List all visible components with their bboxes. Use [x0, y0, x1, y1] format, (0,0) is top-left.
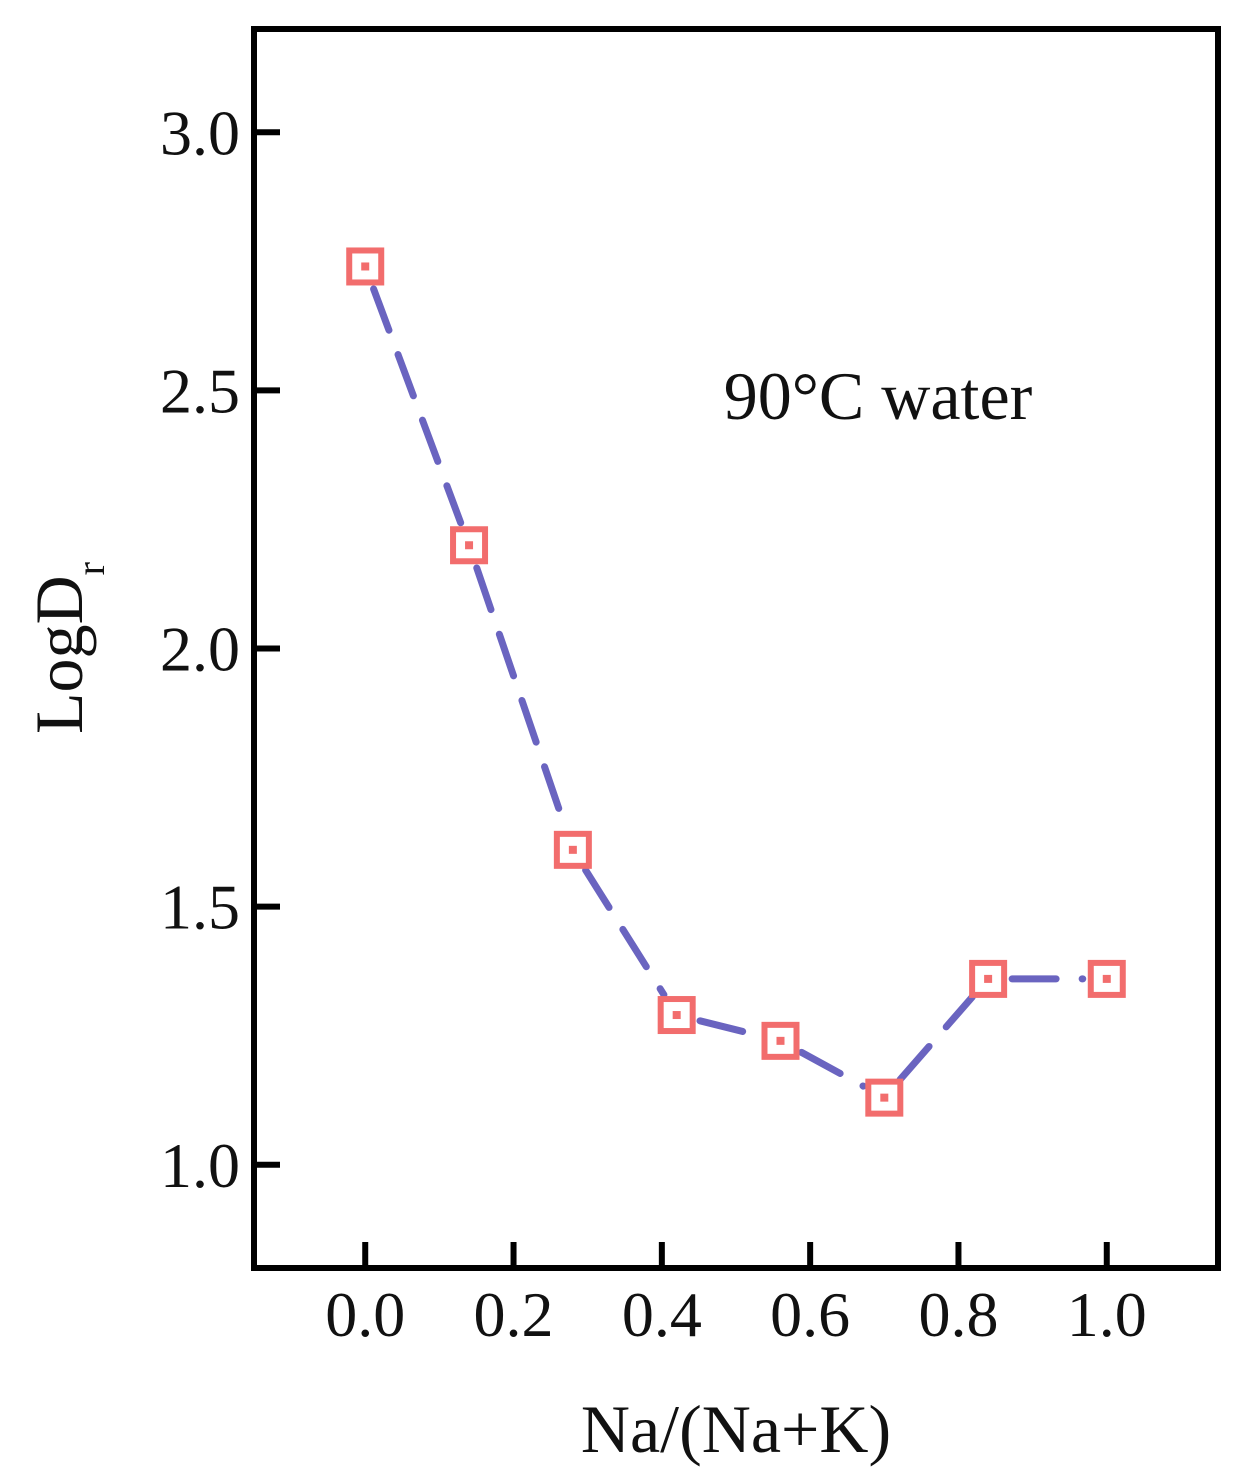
- data-point: [969, 959, 1008, 998]
- series-line-segment-4: [798, 1048, 867, 1090]
- data-point-center: [776, 1036, 785, 1045]
- series-line-segment-3: [696, 1017, 761, 1039]
- x-tick-label-0: 0.0: [325, 1279, 405, 1350]
- y-tick-label-1: 1.5: [160, 872, 240, 943]
- data-point-marker: [761, 1021, 800, 1060]
- data-point-center: [465, 541, 474, 550]
- data-point-center: [361, 262, 370, 271]
- x-tick-label-2: 0.4: [622, 1279, 702, 1350]
- x-axis-title: Na/(Na+K): [581, 1391, 891, 1467]
- data-point: [1087, 959, 1126, 998]
- data-point-center: [880, 1093, 889, 1102]
- marker-layer: [346, 247, 1126, 1117]
- annotation-label: 90°C water: [724, 358, 1033, 434]
- y-axis: 1.0 1.5 2.0 2.5 3.0: [160, 97, 280, 1201]
- plot-area: [251, 26, 1221, 1271]
- data-point: [657, 996, 696, 1035]
- data-point-marker: [450, 526, 489, 565]
- series-line-segment-2: [582, 866, 668, 999]
- series-line-segment-1: [473, 564, 569, 831]
- data-point-marker: [657, 996, 696, 1035]
- y-tick-label-3: 2.5: [160, 355, 240, 426]
- data-point: [761, 1021, 800, 1060]
- x-tick-label-3: 0.6: [770, 1279, 850, 1350]
- y-tick-label-0: 1.0: [160, 1130, 240, 1201]
- plot-frame: [251, 26, 1221, 1271]
- y-axis-title-subscript: r: [68, 562, 113, 575]
- x-tick-label-5: 1.0: [1067, 1279, 1147, 1350]
- x-tick-label-4: 0.8: [918, 1279, 998, 1350]
- series-line-segment-5: [896, 993, 976, 1084]
- series-line-segment-0: [370, 285, 465, 527]
- y-tick-label-2: 2.0: [160, 614, 240, 685]
- data-point-marker: [969, 959, 1008, 998]
- svg-text:LogDr: LogDr: [21, 562, 113, 734]
- data-point: [553, 830, 592, 869]
- data-point-center: [1102, 974, 1111, 983]
- data-point-center: [984, 974, 993, 983]
- y-tick-label-4: 3.0: [160, 97, 240, 168]
- series-layer: [370, 285, 1087, 1090]
- data-point-marker: [1087, 959, 1126, 998]
- data-point-center: [672, 1011, 681, 1020]
- x-tick-label-1: 0.2: [474, 1279, 554, 1350]
- y-axis-title: LogDr: [21, 562, 113, 734]
- x-axis: 0.0 0.2 0.4 0.6 0.8 1.0: [325, 1242, 1147, 1350]
- data-point: [865, 1078, 904, 1117]
- data-point: [346, 247, 385, 286]
- data-point-center: [568, 845, 577, 854]
- data-point: [450, 526, 489, 565]
- y-axis-title-main: LogD: [21, 575, 97, 734]
